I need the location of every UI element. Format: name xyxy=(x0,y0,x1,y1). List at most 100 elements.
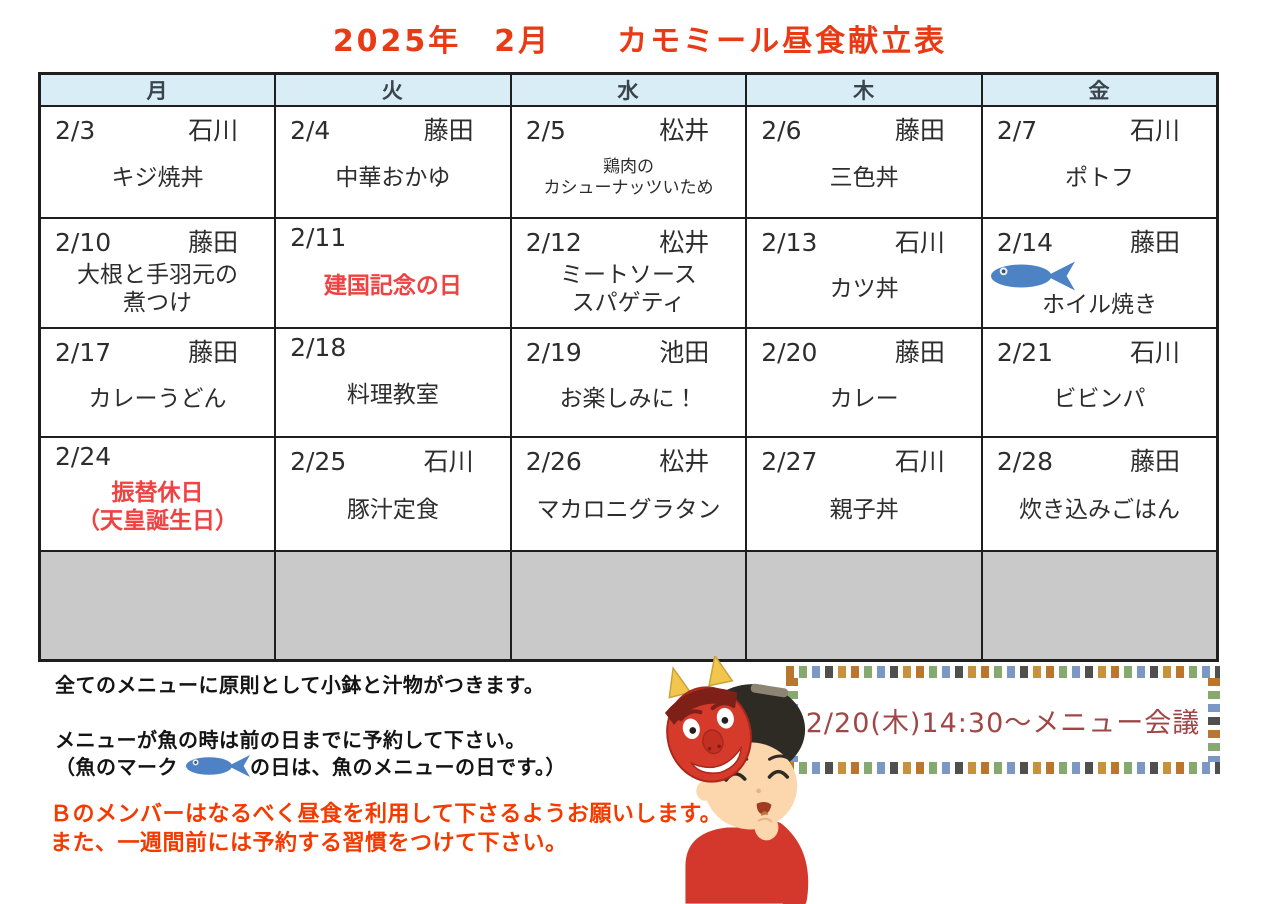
menu-line: スパゲティ xyxy=(571,290,686,317)
menu-text: ポトフ xyxy=(983,147,1216,217)
note-request-line1: Ｂのメンバーはなるべく昼食を利用して下さるようお願いします。 xyxy=(50,802,723,827)
cell-date: 2/28 xyxy=(996,447,1054,477)
calendar-cell: 2/5 松井 鶏肉の カシューナッツいため xyxy=(509,105,748,219)
setsubun-boy-illustration xyxy=(664,656,809,904)
duty-name: 松井 xyxy=(659,228,710,257)
menu-text: 料理教室 xyxy=(276,362,510,436)
duty-name: 池田 xyxy=(659,338,710,368)
calendar-cell: 2/20 藤田 カレー xyxy=(745,327,983,439)
menu-line: 親子丼 xyxy=(829,497,899,524)
holiday-label: 振替休日 （天皇誕生日） xyxy=(41,471,274,550)
weekday-header-row: 月火水木金 xyxy=(38,72,1219,107)
menu-line: 煮つけ xyxy=(123,290,193,317)
menu-text: 中華おかゆ xyxy=(276,147,510,217)
meeting-notice-text: 2/20(木)14:30～メニュー会議 xyxy=(805,707,1201,739)
menu-line: 振替休日 xyxy=(111,479,204,506)
menu-line: マカロニグラタン xyxy=(536,497,721,524)
menu-text: ミートソース スパゲティ xyxy=(512,259,746,327)
menu-line: ミートソース xyxy=(560,261,697,288)
duty-name: 藤田 xyxy=(1129,228,1180,257)
duty-name: 藤田 xyxy=(423,116,474,145)
menu-line: 鶏肉の xyxy=(602,156,654,177)
calendar-cell: 2/28 藤田炊き込みごはん xyxy=(980,436,1219,553)
note-request-line2: また、一週間前には予約する習慣をつけて下さい。 xyxy=(50,831,568,857)
calendar-cell: 2/12 松井 ミートソース スパゲティ xyxy=(509,216,748,330)
duty-name: 石川 xyxy=(894,228,945,257)
menu-line: ホイル焼き xyxy=(1041,292,1157,318)
menu-text: カレーうどん xyxy=(41,369,274,436)
menu-line: お楽しみに！ xyxy=(559,385,698,412)
menu-line: ビビンパ xyxy=(1053,385,1146,412)
empty-cell xyxy=(38,550,277,662)
menu-line: カレー xyxy=(829,385,899,412)
duty-name: 石川 xyxy=(1129,338,1180,368)
duty-name: 藤田 xyxy=(894,116,945,145)
menu-text: 大根と手羽元の 煮つけ xyxy=(41,259,274,327)
calendar-body: 2/3 石川 キジ焼丼 2/4 藤田 中華おかゆ 2/5 松井 鶏肉の カシューナッツいため 2/6… xyxy=(38,105,1219,662)
menu-line: 豚汁定食 xyxy=(346,497,439,524)
cell-date: 2/4 xyxy=(290,116,331,145)
cell-date: 2/11 xyxy=(290,223,347,252)
holiday-label: 建国記念の日 xyxy=(276,252,510,327)
cell-date: 2/3 xyxy=(55,116,96,145)
cell-date: 2/5 xyxy=(525,116,566,145)
menu-text: ビビンパ xyxy=(983,369,1216,436)
calendar-cell: 2/14 藤田 ホイル焼き xyxy=(980,216,1219,330)
menu-line: 三色丼 xyxy=(829,164,899,191)
fish-icon xyxy=(182,753,250,779)
empty-cell xyxy=(980,550,1219,662)
menu-line: （天皇誕生日） xyxy=(77,507,239,534)
note-fish-reservation: メニューが魚の時は前の日までに予約して下さい。 xyxy=(55,728,526,752)
calendar-cell: 2/7 石川 ポトフ xyxy=(980,105,1219,219)
menu-text: 親子丼 xyxy=(747,478,981,550)
calendar-week-row: 2/10 藤田 大根と手羽元の 煮つけ 2/11 建国記念の日 2/12 松井 ミートソース スパ… xyxy=(38,216,1219,330)
menu-text: 豚汁定食 xyxy=(276,478,510,550)
calendar-cell: 2/11 建国記念の日 xyxy=(274,216,512,330)
duty-name: 藤田 xyxy=(188,338,239,368)
cell-date: 2/19 xyxy=(525,338,582,368)
cell-date: 2/21 xyxy=(996,338,1054,368)
menu-line: カツ丼 xyxy=(829,276,899,302)
menu-text: お楽しみに！ xyxy=(512,369,746,436)
calendar-cell: 2/10 藤田 大根と手羽元の 煮つけ xyxy=(38,216,277,330)
menu-text: マカロニグラタン xyxy=(512,478,746,550)
weekday-header: 火 xyxy=(274,72,512,107)
duty-name: 石川 xyxy=(894,447,945,477)
calendar-cell: 2/26 松井マカロニグラタン xyxy=(509,436,748,553)
menu-text: 三色丼 xyxy=(747,147,981,217)
page-title: 2025年 2月 カモミール昼食献立表 xyxy=(332,24,948,59)
calendar-cell: 2/3 石川 キジ焼丼 xyxy=(38,105,277,219)
menu-calendar-table: 月火水木金 2/3 石川 キジ焼丼 2/4 藤田 中華おかゆ 2/5 松井 鶏肉の カシューナッツ… xyxy=(38,72,1219,663)
calendar-header: 月火水木金 xyxy=(38,72,1219,107)
duty-name: 藤田 xyxy=(894,338,945,368)
cell-date: 2/26 xyxy=(525,447,582,477)
weekday-header: 水 xyxy=(509,72,748,107)
weekday-header: 月 xyxy=(38,72,277,107)
menu-line: 炊き込みごはん xyxy=(1018,497,1180,524)
duty-name: 藤田 xyxy=(1129,447,1180,477)
cell-date: 2/24 xyxy=(55,442,112,472)
note-fish-mark: （魚のマーク の日は、魚のメニューの日です。） xyxy=(55,751,566,780)
cell-date: 2/13 xyxy=(761,228,818,257)
kitchenware-border-bottom xyxy=(786,762,1220,774)
menu-line: 中華おかゆ xyxy=(335,164,451,191)
note-fish-mark-suffix: の日は、魚のメニューの日です。） xyxy=(250,755,566,779)
menu-line: ポトフ xyxy=(1064,164,1134,191)
calendar-cell: 2/6 藤田 三色丼 xyxy=(745,105,983,219)
empty-cell xyxy=(745,550,983,662)
menu-text: カツ丼 xyxy=(747,259,981,327)
calendar-week-row: 2/24 振替休日 （天皇誕生日） 2/25 石川 豚汁定食 2/26 松井 マカロニグラタン 2… xyxy=(38,436,1219,553)
calendar-cell: 2/18 料理教室 xyxy=(274,327,512,439)
cell-date: 2/27 xyxy=(761,447,818,477)
cell-date: 2/10 xyxy=(55,228,112,257)
duty-name: 松井 xyxy=(659,447,710,477)
menu-text: キジ焼丼 xyxy=(41,147,274,217)
cell-date: 2/25 xyxy=(290,447,347,477)
cell-date: 2/12 xyxy=(525,228,582,257)
note-side-dish: 全てのメニューに原則として小鉢と汁物がつきます。 xyxy=(55,673,545,697)
weekday-header: 金 xyxy=(980,72,1219,107)
oni-mask-icon xyxy=(664,656,752,783)
kitchenware-border-top xyxy=(786,666,1220,678)
calendar-week-row: 2/3 石川 キジ焼丼 2/4 藤田 中華おかゆ 2/5 松井 鶏肉の カシューナッツいため 2/6… xyxy=(38,105,1219,219)
